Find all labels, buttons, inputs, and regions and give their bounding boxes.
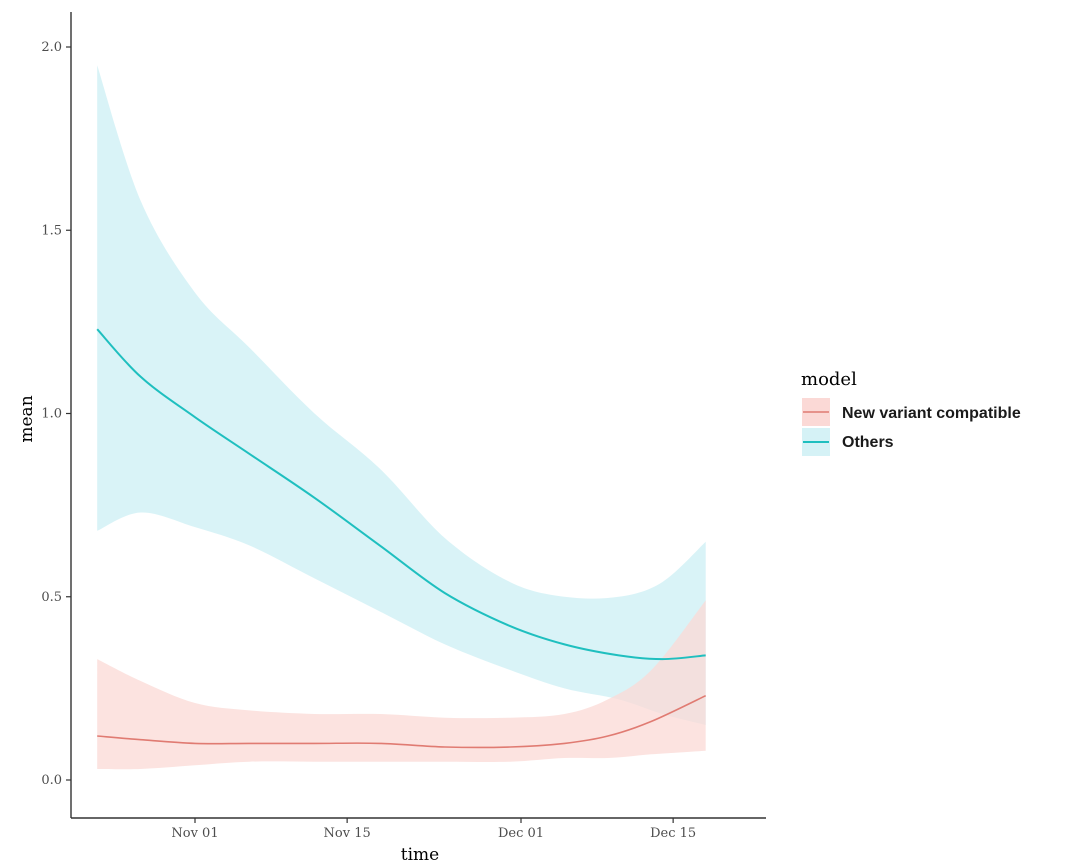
x-tick-label: Nov 15 — [324, 826, 371, 841]
lines-layer — [96, 328, 707, 749]
confidence-band-new-variant — [97, 600, 706, 770]
y-tick-label: 1.0 — [41, 407, 62, 422]
y-ticks: 0.0 0.5 1.0 1.5 2.0 — [41, 40, 71, 788]
series-line-others — [96, 328, 706, 661]
x-tick-label: Dec 01 — [498, 826, 544, 841]
y-tick-label: 1.5 — [41, 223, 62, 238]
x-tick-label: Dec 15 — [650, 826, 696, 841]
x-ticks: Nov 01 Nov 15 Dec 01 Dec 15 — [171, 818, 696, 841]
y-axis-title: mean — [17, 395, 37, 442]
legend-title: model — [801, 369, 857, 390]
legend-label-new-variant: New variant compatible — [842, 405, 1021, 422]
y-tick-label: 0.0 — [41, 773, 62, 788]
y-tick-label: 2.0 — [41, 40, 62, 55]
x-tick-label: Nov 01 — [171, 826, 218, 841]
confidence-band-others — [97, 65, 706, 726]
x-axis-title: time — [401, 845, 439, 864]
legend: model New variant compatible Others — [801, 369, 1021, 456]
legend-item-new-variant: New variant compatible — [802, 398, 1021, 426]
legend-label-others: Others — [842, 434, 894, 451]
y-tick-label: 0.5 — [41, 590, 62, 605]
series-line-new-variant — [97, 694, 707, 749]
legend-item-others: Others — [802, 428, 894, 456]
bands-layer — [97, 65, 706, 770]
